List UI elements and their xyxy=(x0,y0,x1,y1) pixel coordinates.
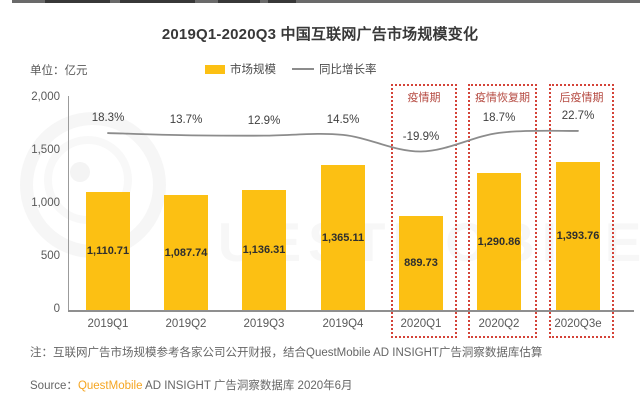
bar-2020q2: 1,290.86 xyxy=(477,173,521,310)
growth-pct-label: 12.9% xyxy=(247,114,281,127)
growth-pct-label: 14.5% xyxy=(326,113,360,126)
phase-label: 疫情恢复期 xyxy=(475,92,530,104)
growth-pct-label: 18.7% xyxy=(482,111,516,124)
x-axis-label: 2019Q4 xyxy=(322,318,364,330)
y-axis-tick: 0 xyxy=(53,303,60,315)
phase-label: 疫情期 xyxy=(407,92,441,104)
source-line: Source：QuestMobile AD INSIGHT 广告洞察数据库 20… xyxy=(30,377,353,393)
x-axis-label: 2019Q3 xyxy=(243,318,285,330)
bar-value-label: 1,087.74 xyxy=(164,246,208,259)
bar-2019q3: 1,136.31 xyxy=(242,190,286,310)
bar-series-swatch xyxy=(205,64,225,74)
footnote: 注：互联网广告市场规模参考各家公司公开财报，结合QuestMobile AD I… xyxy=(30,347,543,359)
bar-value-label: 1,393.76 xyxy=(556,230,600,242)
x-axis-label: 2019Q1 xyxy=(87,318,129,330)
source-rest: AD INSIGHT 广告洞察数据库 2020年6月 xyxy=(142,380,353,392)
unit-label: 单位：亿元 xyxy=(30,65,88,77)
y-axis-tick: 500 xyxy=(40,250,60,262)
bar-2020q3e: 1,393.76 xyxy=(556,162,600,310)
x-axis-label: 2019Q2 xyxy=(165,318,207,330)
legend-bar-label: 市场规模 xyxy=(230,64,276,76)
page-title: 2019Q1-2020Q3 中国互联网广告市场规模变化 xyxy=(161,26,479,43)
legend-line-label: 同比增长率 xyxy=(319,64,377,76)
y-axis-tick: 1,500 xyxy=(31,144,60,156)
window-edge-segment xyxy=(218,0,260,3)
x-axis-label: 2020Q3e xyxy=(554,318,602,330)
phase-label: 后疫情期 xyxy=(559,92,604,104)
legend: 市场规模 同比增长率 xyxy=(205,61,377,77)
x-axis-line xyxy=(68,310,634,312)
source-brand: QuestMobile xyxy=(77,380,143,392)
bar-value-label: 1,110.71 xyxy=(86,245,130,257)
growth-pct-label: 18.3% xyxy=(91,112,125,125)
window-edge-segment xyxy=(120,0,195,3)
bar-value-label: 1,290.86 xyxy=(477,235,521,248)
line-series-swatch xyxy=(292,68,314,70)
phase-box-post-epidemic: 后疫情期 xyxy=(549,84,614,338)
y-axis-tick: 2,000 xyxy=(31,91,60,103)
window-edge-segment xyxy=(45,0,110,3)
x-axis-label: 2020Q1 xyxy=(400,318,442,330)
x-axis-label: 2020Q2 xyxy=(478,318,520,330)
bar-value-label: 889.73 xyxy=(404,257,438,269)
growth-pct-label: 22.7% xyxy=(561,109,595,122)
y-axis-line xyxy=(68,96,69,311)
window-edge-strip xyxy=(12,0,640,3)
bar-value-label: 1,365.11 xyxy=(321,231,365,244)
y-axis-tick: 1,000 xyxy=(31,197,60,209)
bar-value-label: 1,136.31 xyxy=(242,244,286,256)
bar-2020q1: 889.73 xyxy=(399,216,443,310)
phase-box-recovery: 疫情恢复期 xyxy=(468,84,537,338)
phase-box-epidemic: 疫情期 xyxy=(391,84,457,338)
growth-pct-label: -19.9% xyxy=(402,130,440,143)
bar-2019q1: 1,110.71 xyxy=(86,192,130,310)
source-prefix: Source： xyxy=(30,380,78,392)
bar-2019q4: 1,365.11 xyxy=(321,165,365,310)
bar-2019q2: 1,087.74 xyxy=(164,195,208,310)
questmobile-logo-watermark-icon xyxy=(70,162,90,182)
growth-pct-label: 13.7% xyxy=(169,114,203,127)
window-edge-segment xyxy=(268,0,296,3)
